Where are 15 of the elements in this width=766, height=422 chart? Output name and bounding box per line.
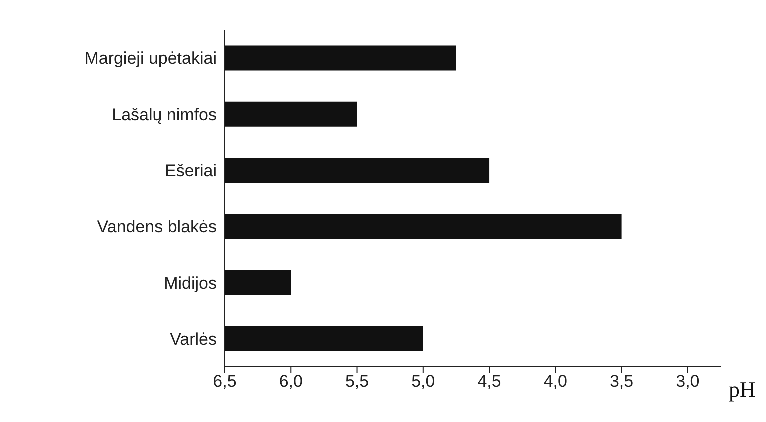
x-tick-label: 5,0 [412,372,436,392]
x-tick-label: 6,0 [279,372,303,392]
x-tick-label: 4,0 [544,372,568,392]
x-tick-label: 6,5 [213,372,237,392]
y-tick-label: Margieji upėtakiai [84,49,217,68]
x-tick-label: 4,5 [478,372,502,392]
y-tick-label: Ešeriai [165,161,217,180]
y-tick-label: Lašalų nimfos [112,105,217,124]
x-tick-label: 3,0 [676,372,700,392]
y-tick-label: Midijos [164,274,217,293]
y-tick-label: Varlės [170,330,217,349]
x-axis-title: pH [729,377,756,402]
x-tick-label: 3,5 [610,372,634,392]
x-tick-label: 5,5 [345,372,370,392]
y-tick-label: Vandens blakės [97,218,217,237]
